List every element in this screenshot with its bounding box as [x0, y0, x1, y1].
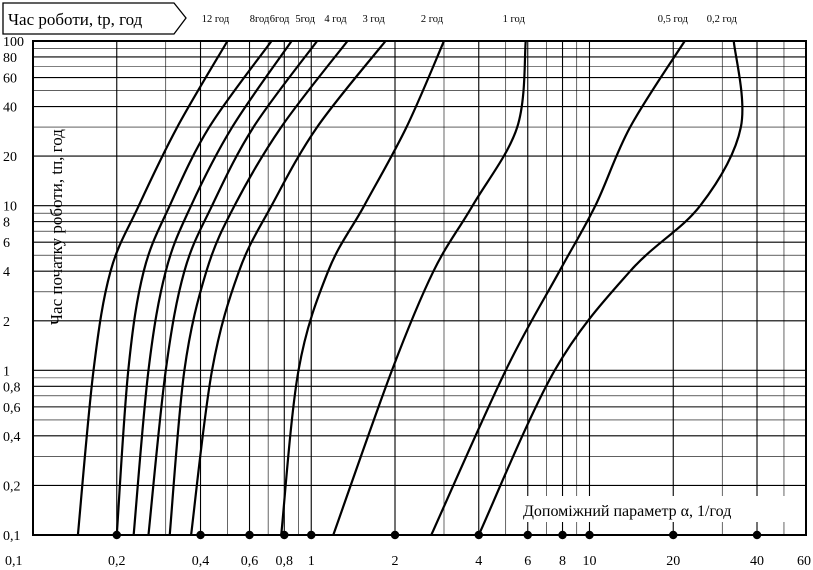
curves	[76, 40, 744, 536]
series-curve	[147, 40, 319, 536]
x-tick-label: 0,4	[192, 554, 210, 569]
series-label: 8год	[250, 14, 270, 25]
x-tick-label: 4	[475, 554, 482, 569]
series-curve	[168, 40, 349, 536]
x-tick-label: 0,2	[108, 554, 126, 569]
series-label: 6год	[270, 14, 290, 25]
x-axis-label-bg	[519, 496, 787, 522]
series-curve	[332, 40, 527, 536]
curve-axis-label: Час роботи, tр, год	[8, 10, 143, 29]
grid	[32, 41, 807, 536]
series-label: 4 год	[324, 14, 347, 25]
series-label: 5год	[295, 14, 315, 25]
y-tick-label: 60	[3, 72, 17, 87]
y-tick-label: 80	[3, 51, 17, 66]
y-tick-label: 0,1	[3, 529, 21, 544]
curve-labels: 12 год 8год 6год 5год 4 год 3 год 2 год 1 год 0,…	[202, 14, 738, 25]
x-tick-label: 1	[308, 554, 315, 569]
x-tick-labels: 0,1 0,2 0,4 0,6 0,8 1 2 4 6 8 10 20 40 60	[5, 554, 811, 569]
series-curve	[280, 40, 446, 536]
series-label: 0,2 год	[707, 14, 738, 25]
series-curve	[76, 40, 229, 536]
series-label: 12 год	[202, 14, 230, 25]
y-tick-label: 6	[3, 236, 10, 251]
plot-frame	[32, 40, 807, 536]
series-label: 2 год	[421, 14, 444, 25]
y-tick-label: 2	[3, 315, 10, 330]
y-tick-label: 20	[3, 150, 17, 165]
series-curve	[477, 40, 744, 536]
x-tick-label: 0,8	[276, 554, 294, 569]
y-tick-label: 4	[3, 265, 10, 280]
x-tick-label: 0,1	[5, 554, 23, 569]
y-tick-label: 40	[3, 101, 17, 116]
x-tick-label: 60	[797, 554, 811, 569]
x-tick-label: 0,6	[241, 554, 259, 569]
y-tick-label: 1	[3, 364, 10, 379]
series-label: 3 год	[362, 14, 385, 25]
y-tick-label: 8	[3, 216, 10, 231]
x-tick-label: 6	[524, 554, 531, 569]
x-tick-label: 2	[392, 554, 399, 569]
y-axis-label: Час початку роботи, tп, год	[47, 129, 66, 325]
series-curve	[190, 40, 387, 536]
series-label: 1 год	[503, 14, 526, 25]
series-curve	[430, 40, 686, 536]
y-tick-label: 0,8	[3, 380, 21, 395]
series-label: 0,5 год	[658, 14, 689, 25]
series-curve	[115, 40, 273, 536]
x-axis-label: Допоміжний параметр α, 1/год	[523, 503, 731, 520]
x-tick-label: 40	[750, 554, 764, 569]
x-tick-label: 8	[559, 554, 566, 569]
x-tick-label: 10	[582, 554, 596, 569]
y-tick-label: 100	[3, 35, 24, 50]
series-curve	[132, 40, 293, 536]
y-tick-label: 0,6	[3, 401, 21, 416]
y-tick-label: 0,4	[3, 430, 21, 445]
y-tick-label: 10	[3, 200, 17, 215]
x-tick-label: 20	[666, 554, 680, 569]
curve-axis-label-box: Час роботи, tр, год	[2, 2, 187, 35]
y-tick-label: 0,2	[3, 479, 21, 494]
